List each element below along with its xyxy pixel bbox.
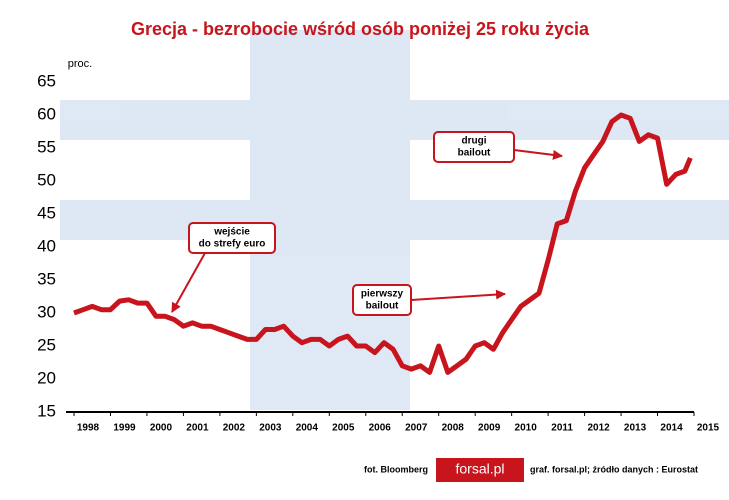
annotation-box	[352, 284, 412, 316]
x-tick-label: 2001	[186, 423, 209, 434]
x-tick-label: 2010	[515, 423, 538, 434]
x-tick-label: 2009	[478, 423, 501, 434]
y-tick-label: 25	[37, 335, 56, 354]
annotation-text: bailout	[458, 148, 491, 159]
x-tick-label: 2000	[150, 423, 173, 434]
x-tick-label: 2012	[587, 423, 610, 434]
x-tick-label: 2008	[442, 423, 465, 434]
x-tick-label: 2007	[405, 423, 428, 434]
annotation-arrow	[513, 149, 563, 160]
y-tick-label: 40	[37, 236, 56, 255]
y-tick-label: 45	[37, 203, 56, 222]
y-tick-label: 20	[37, 368, 56, 387]
annotation-box	[188, 222, 276, 254]
annotation-arrow	[410, 289, 506, 301]
logo: forsal.pl	[455, 461, 504, 477]
data-line	[73, 112, 693, 375]
annotation-text: wejście	[213, 227, 250, 238]
x-tick-label: 2013	[624, 423, 647, 434]
y-tick-label: 65	[37, 71, 56, 90]
annotation-text: pierwszy	[361, 289, 404, 300]
annotation-text: drugi	[462, 136, 487, 147]
x-tick-label: 1999	[113, 423, 136, 434]
x-tick-label: 2015	[697, 423, 720, 434]
y-tick-label: 60	[37, 104, 56, 123]
source: graf. forsal.pl; źródło danych : Eurosta…	[530, 464, 698, 474]
x-tick-label: 2006	[369, 423, 392, 434]
x-tick-label: 2011	[551, 423, 573, 434]
y-tick-label: 15	[37, 401, 56, 420]
x-tick-label: 2003	[259, 423, 282, 434]
x-tick-label: 1998	[77, 423, 100, 434]
annotation-arrow	[171, 252, 206, 313]
annotation-text: do strefy euro	[199, 239, 266, 250]
x-tick-label: 2014	[660, 423, 683, 434]
y-tick-label: 50	[37, 170, 56, 189]
x-tick-label: 2002	[223, 423, 246, 434]
logo-box	[436, 458, 524, 482]
x-tick-label: 2005	[332, 423, 355, 434]
y-tick-label: 55	[37, 137, 56, 156]
y-tick-label: 35	[37, 269, 56, 288]
annotation-box	[433, 131, 515, 163]
x-tick-label: 2004	[296, 423, 319, 434]
y-axis-label: proc.	[68, 58, 92, 70]
y-tick-label: 30	[37, 302, 56, 321]
chart-title: Grecja - bezrobocie wśród osób poniżej 2…	[131, 19, 590, 39]
photo-credit: fot. Bloomberg	[364, 464, 428, 474]
annotation-text: bailout	[366, 301, 399, 312]
